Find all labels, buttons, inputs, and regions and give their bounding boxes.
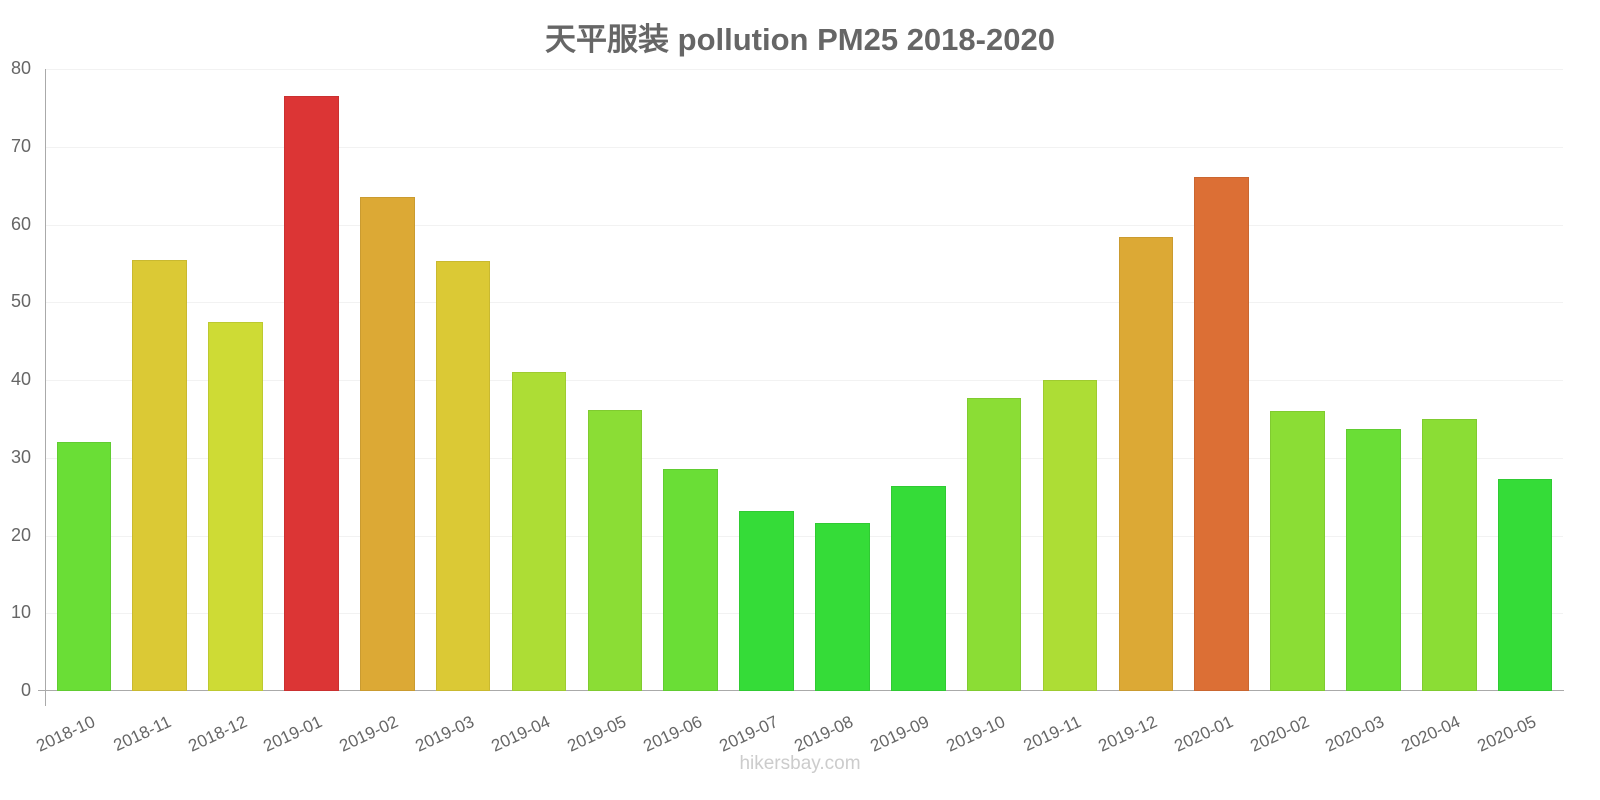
gridline: [46, 613, 1563, 614]
bar-2019-10[interactable]: [966, 397, 1022, 691]
gridline: [46, 458, 1563, 459]
gridline: [46, 69, 1563, 70]
x-axis-line: [38, 690, 1564, 691]
bar-2019-06[interactable]: [663, 468, 719, 691]
gridline: [46, 536, 1563, 537]
bar-2019-04[interactable]: [511, 372, 567, 691]
bar-2019-07[interactable]: [739, 510, 794, 691]
bar-2020-05[interactable]: [1497, 478, 1553, 691]
y-tick-label: 50: [10, 291, 31, 311]
y-tick-label: 10: [10, 602, 31, 622]
bar-2020-02[interactable]: [1270, 411, 1325, 691]
bar-2019-01[interactable]: [284, 96, 339, 691]
gridline: [46, 380, 1563, 381]
y-tick-label: 20: [10, 525, 31, 545]
gridline: [46, 302, 1563, 303]
bar-2019-05[interactable]: [587, 410, 643, 691]
watermark: hikersbay.com: [739, 753, 861, 774]
bar-2019-09[interactable]: [890, 485, 946, 691]
bar-2019-02[interactable]: [360, 197, 415, 691]
bar-2018-12[interactable]: [208, 321, 263, 691]
bar-2019-11[interactable]: [1042, 380, 1098, 691]
bar-2019-03[interactable]: [435, 261, 491, 691]
bar-2020-03[interactable]: [1346, 428, 1401, 691]
bar-2018-10[interactable]: [56, 442, 112, 691]
bar-2020-01[interactable]: [1194, 177, 1249, 691]
y-tick-label: 0: [20, 680, 31, 700]
chart-title: 天平服装 pollution PM25 2018-2020: [545, 22, 1055, 57]
y-tick-label: 40: [10, 369, 31, 389]
bar-2018-11[interactable]: [132, 260, 188, 691]
gridline: [46, 147, 1563, 148]
y-axis-line: [45, 69, 46, 706]
y-tick-label: 80: [10, 58, 31, 78]
bar-2019-08[interactable]: [815, 523, 870, 691]
y-tick-label: 70: [10, 136, 31, 156]
bar-2019-12[interactable]: [1118, 236, 1174, 691]
bar-2020-04[interactable]: [1421, 418, 1477, 691]
y-tick-label: 60: [10, 214, 31, 234]
gridline: [46, 225, 1563, 226]
y-tick-label: 30: [10, 447, 31, 467]
